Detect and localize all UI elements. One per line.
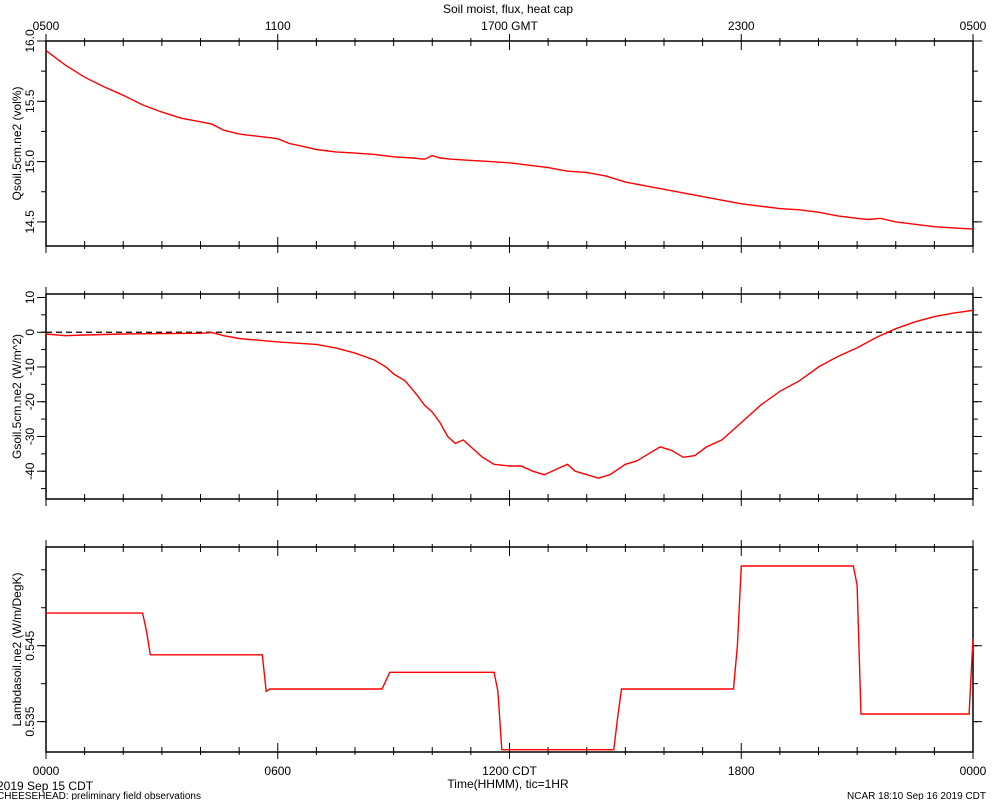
x-axis-title: Time(HHMM), tic=1HR xyxy=(447,777,569,791)
top-tick-label: 2300 xyxy=(728,19,755,33)
y-tick-label: -40 xyxy=(23,462,37,480)
date-label: 2019 Sep 15 CDT xyxy=(0,779,94,793)
y-axis-title: Gsoil.5cm.ne2 (W/m^2) xyxy=(10,334,24,459)
credit-label: NCAR 18:10 Sep 16 2019 CDT xyxy=(847,791,986,800)
bottom-tick-label: 1800 xyxy=(728,764,755,778)
chart-title: Soil moist, flux, heat cap xyxy=(443,2,573,16)
bottom-tick-label: 1200 CDT xyxy=(482,764,537,778)
y-tick-label: -10 xyxy=(23,358,37,376)
top-tick-label: 1700 GMT xyxy=(481,19,538,33)
y-tick-label: 15.5 xyxy=(23,89,37,113)
y-tick-label: 16.0 xyxy=(23,29,37,53)
y-tick-label: 0.545 xyxy=(23,630,37,660)
panel-1: 14.5 15.0 15.5 16.0 Qsoil.5cm.ne2 (vol%) xyxy=(10,29,982,253)
y-axis-title: Lambdasoil.ne2 (W/m/DegK) xyxy=(10,572,24,726)
y-tick-label: 0 xyxy=(23,329,37,336)
y-axis-title: Qsoil.5cm.ne2 (vol%) xyxy=(10,86,24,200)
top-tick-label: 0500 xyxy=(33,19,60,33)
bottom-tick-label: 0600 xyxy=(264,764,291,778)
panel-2: -40 -30 -20 -10 0 10 Gsoil.5cm.ne2 (W/m^2) xyxy=(10,287,982,506)
bottom-tick-label: 0000 xyxy=(33,764,60,778)
y-tick-label: -30 xyxy=(23,427,37,445)
project-label: CHEESEHEAD: preliminary field observatio… xyxy=(0,791,201,800)
bottom-tick-label: 0000 xyxy=(960,764,987,778)
y-tick-label: 10 xyxy=(23,290,37,304)
panel-frame xyxy=(45,546,974,753)
y-tick-label: 15.0 xyxy=(23,150,37,174)
series-line xyxy=(46,565,974,751)
panel-frame xyxy=(45,293,974,500)
bottom-axis-labels: 0000 0600 1200 CDT 1800 0000 xyxy=(33,764,987,778)
y-tick-label: -20 xyxy=(23,393,37,411)
series-line xyxy=(45,309,974,479)
top-tick-label: 0500 xyxy=(960,19,987,33)
top-tick-label: 1100 xyxy=(265,19,291,33)
series-line xyxy=(45,50,974,230)
y-tick-label: 0.535 xyxy=(23,706,37,736)
y-tick-label: 14.5 xyxy=(23,210,37,234)
top-axis-labels: 0500 1100 1700 GMT 2300 0500 xyxy=(33,19,987,33)
